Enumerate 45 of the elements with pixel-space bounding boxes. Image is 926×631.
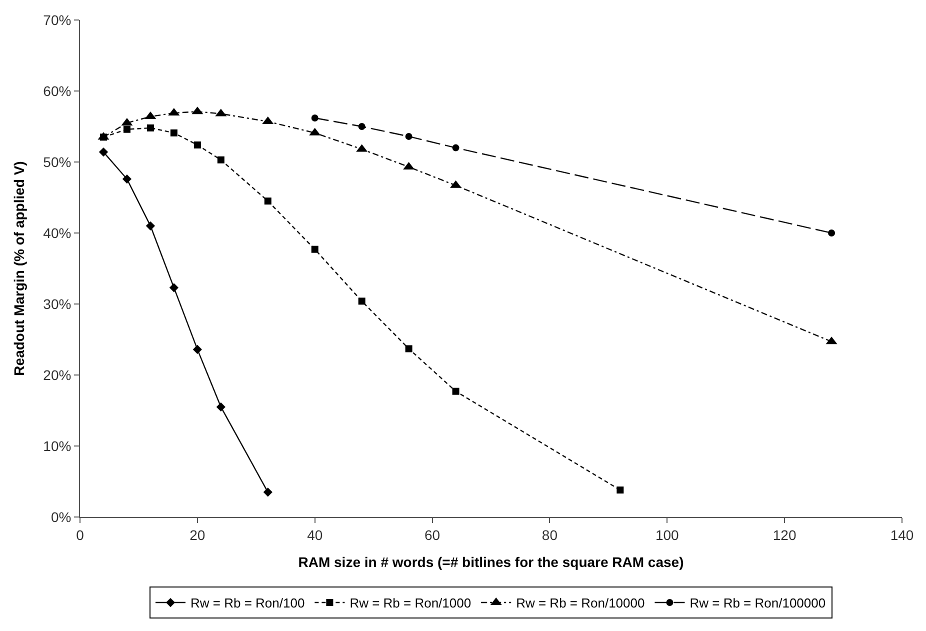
- point: [452, 144, 460, 152]
- y-tick-label: 60%: [43, 82, 72, 99]
- point: [311, 114, 318, 122]
- point: [311, 246, 318, 253]
- point: [216, 402, 226, 412]
- x-axis-title: RAM size in # words (=# bitlines for the square RAM case): [298, 554, 684, 570]
- point: [194, 141, 201, 148]
- point: [405, 132, 412, 140]
- x-tick-label: 0: [76, 526, 84, 543]
- x-tick-label: 100: [655, 526, 680, 543]
- point: [123, 126, 130, 133]
- x-tick-label: 40: [307, 526, 323, 543]
- point: [828, 230, 836, 236]
- legend-label: Rw = Rb = Ron/10000: [516, 596, 645, 611]
- x-tick-label: 60: [424, 526, 440, 543]
- x-tick-label: 80: [542, 526, 558, 543]
- y-tick-label: 30%: [43, 296, 72, 312]
- x-tick-label: 140: [890, 526, 914, 543]
- point: [358, 298, 366, 305]
- point: [169, 283, 178, 292]
- point: [264, 198, 272, 205]
- point: [263, 488, 272, 497]
- x-tick-label: 20: [190, 526, 206, 543]
- point: [146, 221, 156, 230]
- y-tick-label: 0%: [50, 508, 72, 525]
- x-tick-label: 120: [772, 526, 796, 543]
- point: [122, 174, 132, 184]
- point: [192, 344, 202, 354]
- point: [146, 124, 154, 132]
- point: [452, 388, 460, 395]
- y-axis-title: Readout Margin (% of applied V): [10, 161, 27, 376]
- point: [405, 345, 412, 352]
- point: [217, 156, 224, 164]
- y-tick-label: 40%: [43, 224, 72, 241]
- legend-label: Rw = Rb = Ron/100: [190, 596, 305, 611]
- point: [616, 486, 624, 494]
- point: [170, 129, 178, 136]
- y-tick-label: 70%: [43, 12, 72, 28]
- legend-label: Rw = Rb = Ron/1000: [350, 596, 472, 611]
- y-tick-label: 10%: [43, 438, 72, 454]
- y-tick-label: 20%: [43, 366, 72, 383]
- point: [98, 148, 108, 157]
- legend-label: Rw = Rb = Ron/100000: [690, 596, 826, 611]
- y-tick-label: 50%: [43, 154, 72, 170]
- point: [358, 123, 366, 130]
